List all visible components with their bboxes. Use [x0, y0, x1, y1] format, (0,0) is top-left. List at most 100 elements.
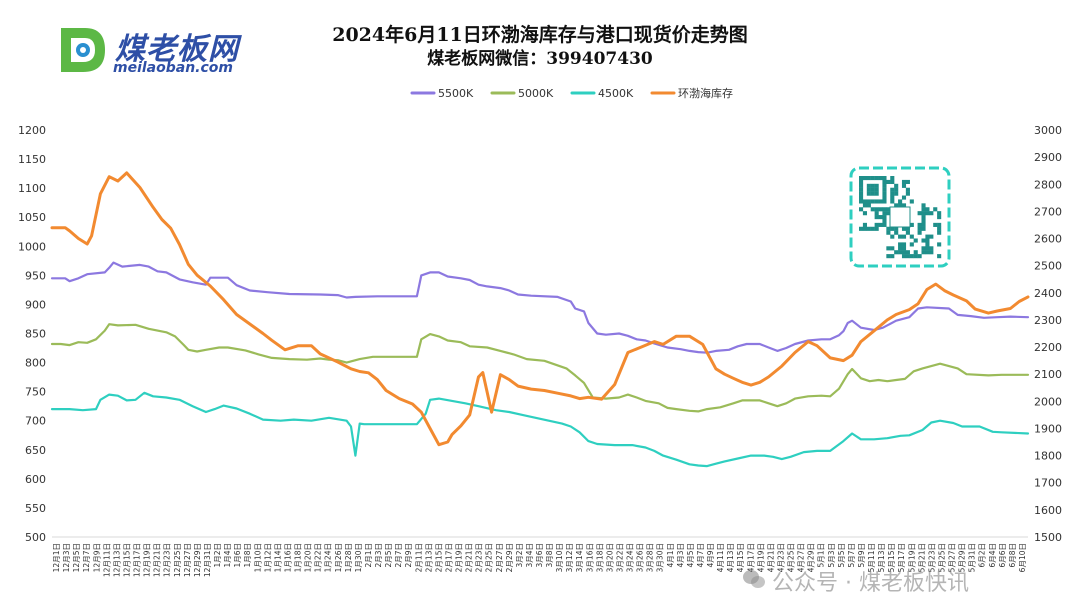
qr-code-cell	[859, 195, 864, 200]
qr-code-cell	[901, 183, 907, 188]
x-tick-label: 1月30日	[354, 543, 363, 572]
qr-code-cell	[921, 222, 926, 227]
y-right-tick-label: 2400	[1034, 287, 1062, 300]
logo: 煤老板网 meilaoban.com	[55, 22, 295, 82]
x-tick-label: 1月20日	[304, 543, 313, 572]
qr-code-cell	[878, 207, 883, 212]
x-tick-label: 4月11日	[716, 543, 725, 572]
qr-code-cell	[921, 226, 926, 231]
y-right-tick-label: 2700	[1034, 205, 1062, 218]
qr-code-cell	[870, 187, 875, 192]
chart-subtitle: 煤老板网微信：399407430	[427, 49, 653, 69]
qr-code-cell	[870, 199, 875, 204]
qr-code-cell	[859, 176, 864, 181]
y-left-tick-label: 850	[25, 328, 46, 341]
qr-code-cell	[890, 187, 895, 192]
x-tick-label: 1月26日	[334, 543, 343, 572]
x-tick-label: 4月13日	[726, 543, 735, 572]
qr-code-cell	[917, 230, 922, 235]
y-left-tick-label: 1150	[18, 153, 46, 166]
x-tick-label: 1月6日	[233, 543, 242, 568]
qr-code-cell	[890, 246, 895, 251]
qr-code-cell	[874, 207, 879, 212]
qr-code-cell	[859, 191, 864, 196]
y-right-tick-label: 3000	[1034, 124, 1062, 137]
x-tick-label: 5月31日	[968, 543, 977, 572]
x-tick-label: 2月23日	[475, 543, 484, 572]
y-left-tick-label: 1000	[18, 240, 46, 253]
qr-code-cell	[882, 218, 887, 224]
qr-code-cell	[890, 191, 895, 196]
qr-code-cell	[859, 183, 864, 188]
y-left-tick-label: 1050	[18, 211, 46, 224]
qr-code-cell	[878, 176, 883, 181]
qr-code-cell	[921, 207, 926, 212]
x-tick-label: 3月14日	[575, 543, 584, 572]
qr-code-cell	[933, 222, 938, 227]
qr-code-cell	[901, 246, 907, 251]
y-right-tick-label: 2100	[1034, 368, 1062, 381]
x-tick-label: 3月30日	[656, 543, 665, 572]
qr-code-cell	[898, 250, 903, 255]
qr-code-cell	[882, 179, 887, 185]
x-tick-label: 1月14日	[273, 543, 282, 572]
x-tick-label: 2月5日	[384, 543, 393, 568]
series-line-1	[50, 323, 1030, 413]
qr-code-cell	[937, 222, 942, 227]
qr-code-cell	[859, 187, 864, 192]
qr-code-cell	[859, 207, 864, 212]
qr-code-center	[889, 206, 911, 228]
qr-code-cell	[878, 215, 883, 220]
qr-code-cell	[905, 179, 910, 185]
series-line-0	[50, 261, 1030, 354]
x-tick-label: 2月17日	[444, 543, 453, 572]
qr-code-cell	[894, 183, 899, 188]
qr-code-cell	[882, 207, 887, 212]
qr-code-cell	[901, 179, 907, 185]
qr-code-cell	[874, 183, 879, 188]
y-left-tick-label: 750	[25, 386, 46, 399]
x-tick-label: 3月10日	[555, 543, 564, 572]
x-tick-label: 12月11日	[102, 543, 111, 577]
qr-code-cell	[905, 250, 910, 255]
x-tick-label: 5月1日	[817, 543, 826, 568]
qr-code-cell	[937, 211, 942, 216]
qr-code-cell	[874, 199, 879, 204]
qr-code-cell	[890, 176, 895, 181]
x-tick-label: 12月17日	[133, 543, 142, 577]
x-tick-label: 12月29日	[193, 543, 202, 577]
qr-code-cell	[862, 203, 868, 208]
qr-code-cell	[925, 246, 930, 251]
x-tick-label: 12月13日	[112, 543, 121, 577]
x-tick-label: 3月20日	[605, 543, 614, 572]
x-tick-label: 5月5日	[837, 543, 846, 568]
x-tick-label: 4月7日	[696, 543, 705, 568]
x-tick-label: 12月7日	[82, 543, 91, 572]
qr-code-cell	[913, 238, 918, 243]
y-right-tick-label: 1700	[1034, 477, 1062, 490]
qr-code-cell	[937, 215, 942, 220]
qr-code-cell	[894, 250, 899, 255]
x-tick-label: 12月23日	[163, 543, 172, 577]
qr-code-cell	[909, 242, 914, 247]
qr-code-cell	[859, 199, 864, 204]
x-tick-label: 3月2日	[515, 543, 524, 568]
qr-code-cell	[886, 246, 891, 251]
qr-code-cell	[921, 218, 926, 224]
x-tick-label: 3月6日	[535, 543, 544, 568]
x-tick-label: 5月19日	[907, 543, 916, 572]
x-tick-label: 12月5日	[72, 543, 81, 572]
series-line-2	[50, 391, 1030, 468]
y-left-tick-label: 500	[25, 531, 46, 544]
x-tick-label: 2月19日	[455, 543, 464, 572]
qr-code-cell	[894, 187, 899, 192]
qr-code-cell	[909, 222, 914, 227]
y-left-tick-label: 950	[25, 269, 46, 282]
qr-code-cell	[925, 234, 930, 239]
qr-code-cell	[901, 250, 907, 255]
qr-code-cell	[901, 226, 907, 231]
qr-code-cell	[909, 234, 914, 239]
y-right-tick-label: 2300	[1034, 314, 1062, 327]
x-tick-label: 12月1日	[52, 543, 61, 572]
x-tick-label: 5月7日	[847, 543, 856, 568]
